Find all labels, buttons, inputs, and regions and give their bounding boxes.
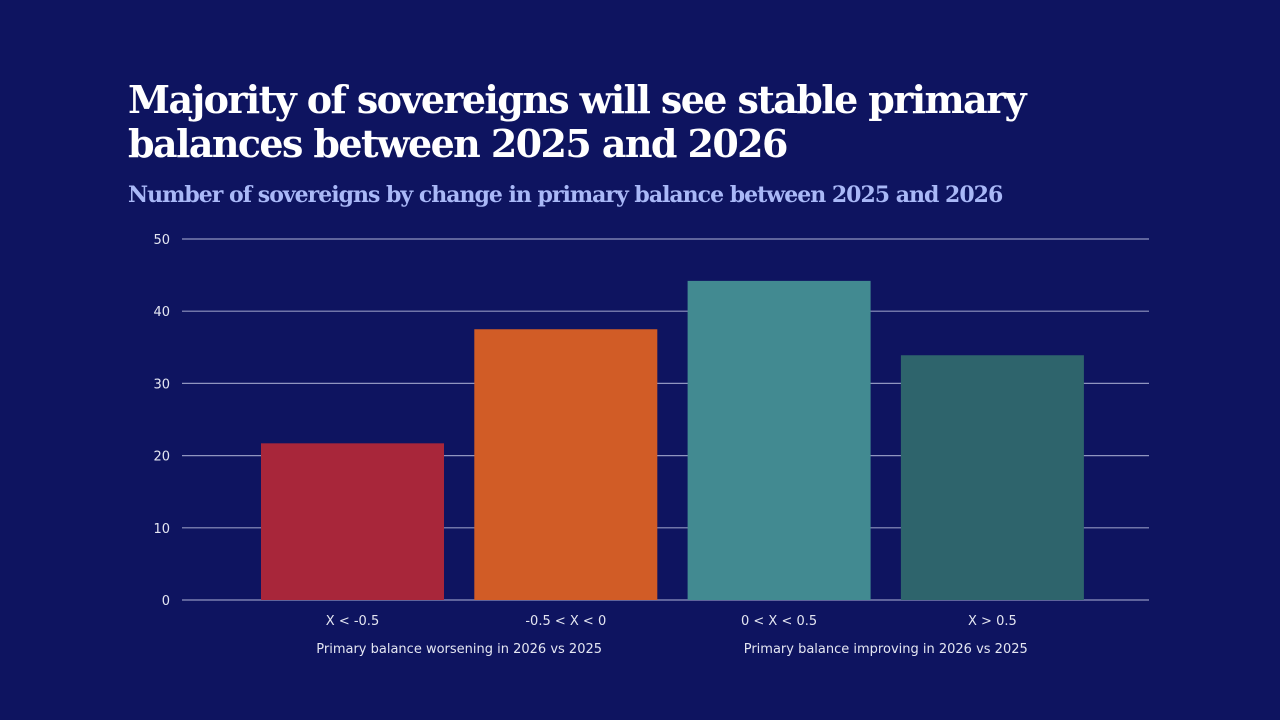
y-tick-label: 30: [153, 377, 170, 392]
x-axis-categories: X < -0.5 -0.5 < X < 0 0 < X < 0.5 X > 0.5: [326, 614, 1017, 629]
y-tick-label: 10: [153, 522, 170, 537]
y-axis-ticks: 0 10 20 30 40 50: [153, 233, 170, 609]
x-category-label: 0 < X < 0.5: [741, 614, 817, 629]
bar-3: [687, 280, 871, 600]
bar-4: [900, 355, 1084, 600]
bars: [261, 280, 1084, 600]
x-category-label: X > 0.5: [968, 614, 1017, 629]
bar-2: [474, 329, 658, 600]
x-category-label: X < -0.5: [326, 614, 379, 629]
y-tick-label: 0: [162, 594, 170, 609]
y-tick-label: 40: [153, 305, 170, 320]
chart-subtitle: Number of sovereigns by change in primar…: [128, 182, 1003, 208]
x-group-label: Primary balance improving in 2026 vs 202…: [744, 642, 1028, 657]
bar-1: [261, 443, 444, 600]
y-tick-label: 50: [153, 233, 170, 248]
x-axis-group-labels: Primary balance worsening in 2026 vs 202…: [316, 642, 1027, 657]
x-group-label: Primary balance worsening in 2026 vs 202…: [316, 642, 602, 657]
x-category-label: -0.5 < X < 0: [525, 614, 606, 629]
y-tick-label: 20: [153, 450, 170, 465]
chart-title: Majority of sovereigns will see stable p…: [128, 77, 1027, 166]
